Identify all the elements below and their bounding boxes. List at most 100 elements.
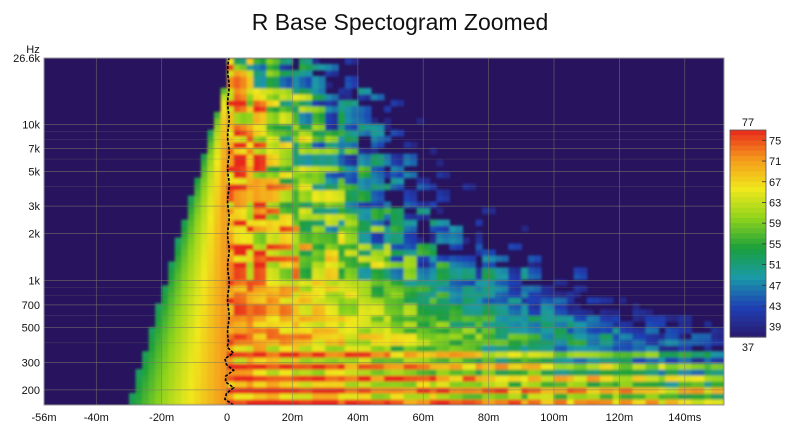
heatmap-cell (312, 249, 320, 257)
heatmap-cell (488, 375, 496, 382)
heatmap-cell (344, 279, 352, 286)
heatmap-cell (554, 297, 562, 304)
heatmap-cell (482, 297, 490, 304)
heatmap-cell (364, 195, 372, 203)
heatmap-cell (554, 393, 562, 400)
heatmap-cell (377, 249, 385, 257)
heatmap-cell (272, 213, 280, 221)
heatmap-cell (338, 195, 346, 203)
heatmap-cell (508, 363, 516, 370)
heatmap-cell (318, 207, 326, 215)
heatmap-cell (429, 399, 437, 405)
heatmap-cell (227, 309, 235, 316)
heatmap-cell (364, 351, 372, 358)
heatmap-cell (220, 285, 228, 292)
heatmap-cell (220, 87, 228, 95)
heatmap-cell (351, 159, 359, 167)
heatmap-cell (194, 375, 202, 382)
heatmap-cell (220, 279, 228, 286)
heatmap-cell (599, 333, 607, 340)
heatmap-cell (469, 387, 477, 394)
heatmap-cell (495, 351, 503, 358)
heatmap-cell (567, 333, 575, 340)
heatmap-cell (678, 387, 686, 394)
heatmap-cell (331, 69, 339, 77)
heatmap-cell (671, 327, 679, 334)
heatmap-cell (377, 297, 385, 304)
heatmap-cell (253, 279, 261, 286)
heatmap-cell (312, 231, 320, 239)
heatmap-cell (279, 105, 287, 113)
heatmap-cell (168, 315, 176, 322)
heatmap-cell (279, 147, 287, 155)
heatmap-cell (410, 351, 418, 358)
heatmap-cell (331, 243, 339, 251)
heatmap-cell (436, 285, 444, 292)
heatmap-cell (318, 183, 326, 191)
heatmap-cell (639, 399, 647, 405)
colorbar-band (730, 290, 766, 297)
heatmap-cell (521, 333, 529, 340)
heatmap-cell (403, 399, 411, 405)
heatmap-cell (606, 381, 614, 388)
heatmap-cell (652, 321, 660, 328)
heatmap-cell (377, 393, 385, 400)
heatmap-cell (344, 249, 352, 257)
heatmap-cell (357, 207, 365, 215)
heatmap-cell (227, 177, 235, 185)
heatmap-cell (214, 315, 222, 322)
heatmap-cell (266, 327, 274, 334)
heatmap-cell (312, 111, 320, 119)
heatmap-cell (560, 333, 568, 340)
heatmap-cell (357, 129, 365, 137)
heatmap-cell (240, 201, 248, 209)
heatmap-cell (214, 201, 222, 209)
heatmap-cell (194, 345, 202, 352)
heatmap-cell (266, 195, 274, 203)
heatmap-cell (495, 297, 503, 304)
heatmap-cell (351, 99, 359, 107)
heatmap-cell (318, 159, 326, 167)
heatmap-cell (717, 363, 724, 370)
heatmap-cell (142, 351, 150, 358)
heatmap-cell (318, 357, 326, 364)
heatmap-cell (344, 375, 352, 382)
heatmap-cell (370, 393, 379, 400)
heatmap-cell (390, 231, 398, 239)
heatmap-cell (482, 279, 490, 286)
heatmap-cell (390, 159, 398, 167)
heatmap-cell (200, 237, 209, 245)
heatmap-cell (259, 237, 267, 245)
heatmap-cell (599, 327, 607, 334)
heatmap-cell (331, 297, 339, 304)
heatmap-cell (449, 321, 457, 328)
heatmap-cell (521, 309, 529, 316)
heatmap-cell (540, 369, 549, 376)
heatmap-cell (312, 189, 320, 197)
heatmap-cell (344, 345, 352, 352)
heatmap-cell (429, 243, 437, 251)
heatmap-cell (593, 375, 601, 382)
heatmap-cell (181, 369, 189, 376)
heatmap-cell (495, 363, 503, 370)
heatmap-cell (240, 387, 248, 394)
heatmap-cell (266, 399, 274, 405)
heatmap-cell (377, 327, 385, 334)
heatmap-cell (266, 171, 274, 179)
heatmap-cell (318, 345, 326, 352)
heatmap-cell (612, 381, 620, 388)
heatmap-cell (449, 273, 457, 280)
heatmap-cell (351, 375, 359, 382)
heatmap-cell (312, 135, 320, 143)
heatmap-cell (397, 291, 405, 298)
heatmap-cell (351, 357, 359, 364)
heatmap-cell (364, 375, 372, 382)
heatmap-cell (514, 327, 522, 334)
heatmap-cell (397, 327, 405, 334)
heatmap-cell (318, 273, 326, 280)
heatmap-cell (227, 81, 235, 89)
heatmap-cell (508, 315, 516, 322)
heatmap-cell (227, 58, 235, 65)
heatmap-cell (305, 195, 313, 203)
